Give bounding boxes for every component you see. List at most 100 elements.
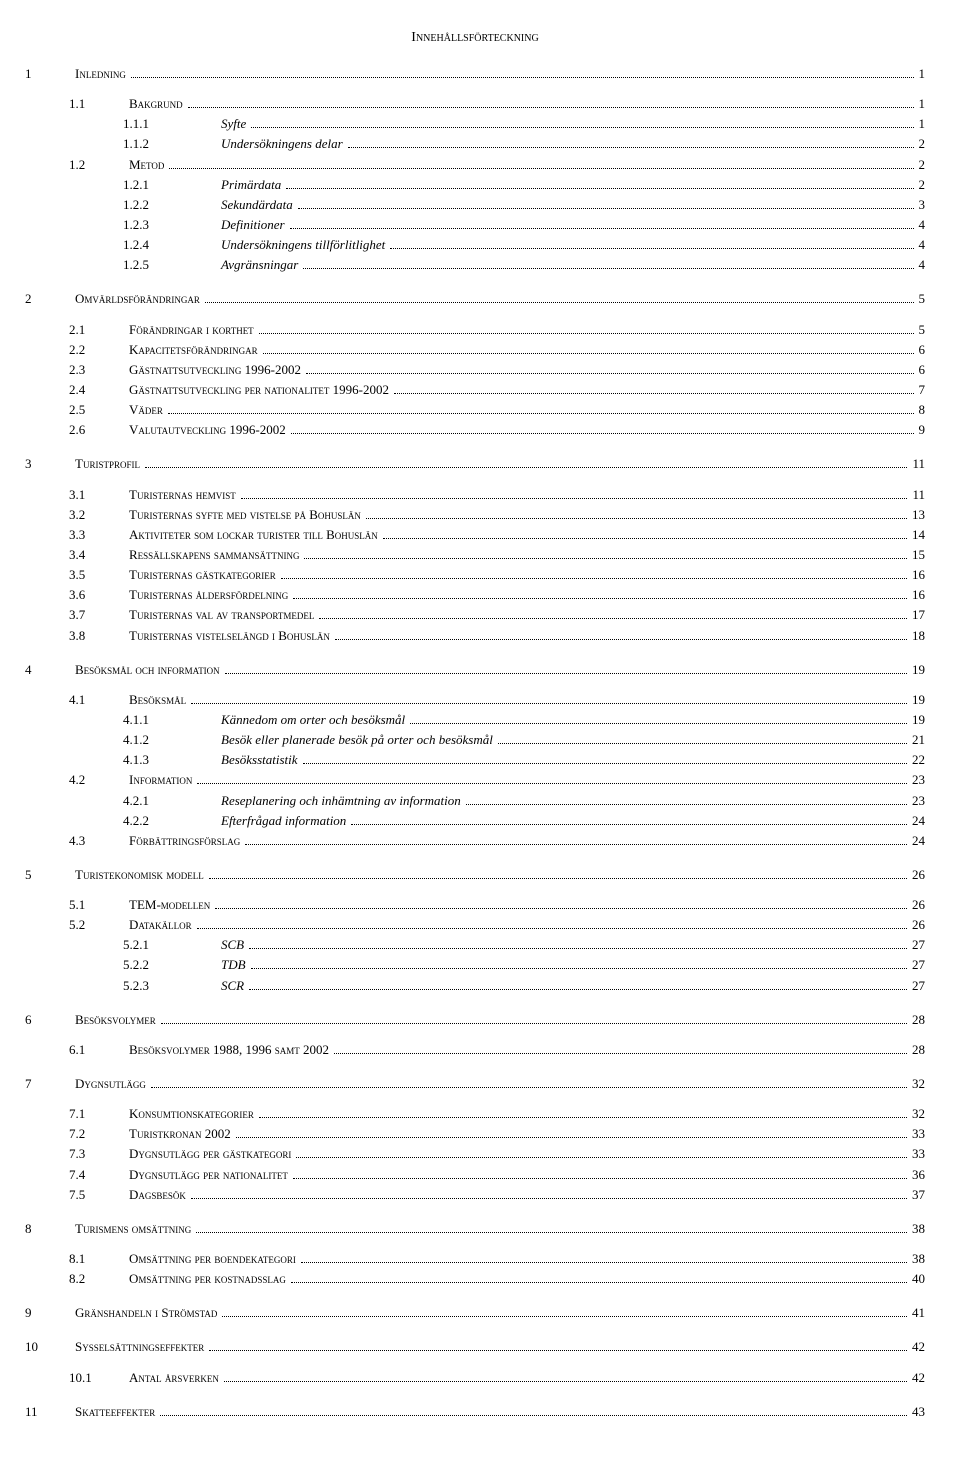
toc-leader-dots [224,1381,907,1382]
toc-entry-page: 2 [917,155,926,175]
toc-entry-label: Undersökningens tillförlitlighet [221,235,387,255]
toc-entry-label: Antal årsverken [129,1368,221,1388]
toc-entry-page: 27 [910,976,925,996]
toc-entry-page: 23 [910,770,925,790]
toc-leader-dots [251,127,913,128]
toc-leader-dots [215,908,907,909]
toc-entry-number: 10.1 [25,1368,129,1388]
toc-leader-dots [145,467,908,468]
toc-entry: 3.2Turisternas syfte med vistelse på Boh… [25,505,925,525]
toc-entry-number: 5.1 [25,895,129,915]
toc-entry-label: Konsumtionskategorier [129,1104,256,1124]
toc-leader-dots [161,1023,907,1024]
toc-entry: 1.2.5Avgränsningar4 [25,255,925,275]
toc-entry-label: Efterfrågad information [221,811,348,831]
toc-leader-dots [209,1350,907,1351]
toc-entry-label: Sekundärdata [221,195,295,215]
toc-leader-dots [319,618,907,619]
toc-entry-label: Kännedom om orter och besöksmål [221,710,407,730]
toc-leader-dots [306,373,914,374]
toc-entry-number: 4.3 [25,831,129,851]
toc-entry: 7.5Dagsbesök37 [25,1185,925,1205]
toc-entry-page: 42 [910,1337,925,1357]
toc-entry-label: Turisternas gästkategorier [129,565,278,585]
toc-entry-page: 16 [910,565,925,585]
toc-entry-page: 1 [917,94,926,114]
table-of-contents: 1Inledning11.1Bakgrund11.1.1Syfte11.1.2U… [25,64,925,1422]
toc-entry-label: Besöksvolymer 1988, 1996 samt 2002 [129,1040,331,1060]
toc-entry-number: 4.1.1 [25,710,221,730]
toc-entry: 8.2Omsättning per kostnadsslag40 [25,1269,925,1289]
toc-entry: 4Besöksmål och information19 [25,660,925,680]
toc-entry: 1.1.2Undersökningens delar2 [25,134,925,154]
toc-entry: 2.6Valutautveckling 1996-20029 [25,420,925,440]
toc-leader-dots [209,878,907,879]
toc-entry-number: 4.1.3 [25,750,221,770]
toc-entry-label: Dygnsutlägg [75,1074,148,1094]
toc-leader-dots [249,948,907,949]
toc-entry-page: 21 [910,730,925,750]
toc-entry: 2.5Väder8 [25,400,925,420]
toc-entry-number: 5.2.1 [25,935,221,955]
toc-leader-dots [188,107,914,108]
toc-entry-page: 11 [910,485,925,505]
toc-entry-number: 6 [25,1010,75,1030]
toc-entry: 11Skatteeffekter43 [25,1402,925,1422]
toc-entry-label: Turisternas hemvist [129,485,238,505]
toc-entry: 4.1.3Besöksstatistik22 [25,750,925,770]
toc-entry-number: 1.2.2 [25,195,221,215]
toc-entry-page: 8 [917,400,926,420]
toc-entry-page: 42 [910,1368,925,1388]
toc-leader-dots [410,723,907,724]
toc-entry: 3.3Aktiviteter som lockar turister till … [25,525,925,545]
toc-leader-dots [290,228,914,229]
toc-entry-number: 1.1 [25,94,129,114]
toc-entry-number: 11 [25,1402,75,1422]
toc-entry-label: Definitioner [221,215,287,235]
toc-entry-label: Undersökningens delar [221,134,345,154]
toc-leader-dots [298,208,914,209]
toc-entry-number: 2.2 [25,340,129,360]
toc-entry: 3.1Turisternas hemvist11 [25,485,925,505]
toc-entry-label: Turistekonomisk modell [75,865,206,885]
toc-entry-number: 1.2 [25,155,129,175]
toc-entry-number: 2.1 [25,320,129,340]
toc-entry-page: 13 [910,505,925,525]
toc-entry-label: Turisternas vistelselängd i Bohuslän [129,626,332,646]
toc-entry: 1.2.1Primärdata2 [25,175,925,195]
toc-entry: 3.4Ressällskapens sammansättning15 [25,545,925,565]
toc-leader-dots [251,968,907,969]
toc-entry: 1.2.3Definitioner4 [25,215,925,235]
toc-entry-page: 2 [917,134,926,154]
toc-entry-number: 5.2.2 [25,955,221,975]
toc-entry-page: 16 [910,585,925,605]
toc-entry-number: 3.2 [25,505,129,525]
toc-leader-dots [498,743,907,744]
toc-leader-dots [383,538,907,539]
toc-entry-number: 3.4 [25,545,129,565]
toc-entry-page: 41 [910,1303,925,1323]
toc-entry-page: 15 [910,545,925,565]
toc-entry-number: 3.3 [25,525,129,545]
toc-entry-number: 2.6 [25,420,129,440]
toc-entry: 4.1.1Kännedom om orter och besöksmål19 [25,710,925,730]
toc-entry-number: 1.1.1 [25,114,221,134]
toc-entry: 7.3Dygnsutlägg per gästkategori33 [25,1144,925,1164]
toc-entry-page: 14 [910,525,925,545]
toc-entry-page: 38 [910,1219,925,1239]
toc-entry-page: 38 [910,1249,925,1269]
toc-entry: 2.2Kapacitetsförändringar6 [25,340,925,360]
toc-entry: 2.4Gästnattsutveckling per nationalitet … [25,380,925,400]
toc-entry: 1.2Metod2 [25,155,925,175]
toc-entry-page: 32 [910,1074,925,1094]
toc-entry-page: 26 [910,865,925,885]
toc-entry-page: 40 [910,1269,925,1289]
toc-entry-page: 24 [910,811,925,831]
toc-entry-page: 43 [910,1402,925,1422]
toc-entry-label: Kapacitetsförändringar [129,340,260,360]
toc-leader-dots [222,1316,907,1317]
toc-entry-label: Besöksvolymer [75,1010,158,1030]
toc-entry-number: 2.3 [25,360,129,380]
toc-entry-label: Dagsbesök [129,1185,188,1205]
toc-entry-number: 1 [25,64,75,84]
